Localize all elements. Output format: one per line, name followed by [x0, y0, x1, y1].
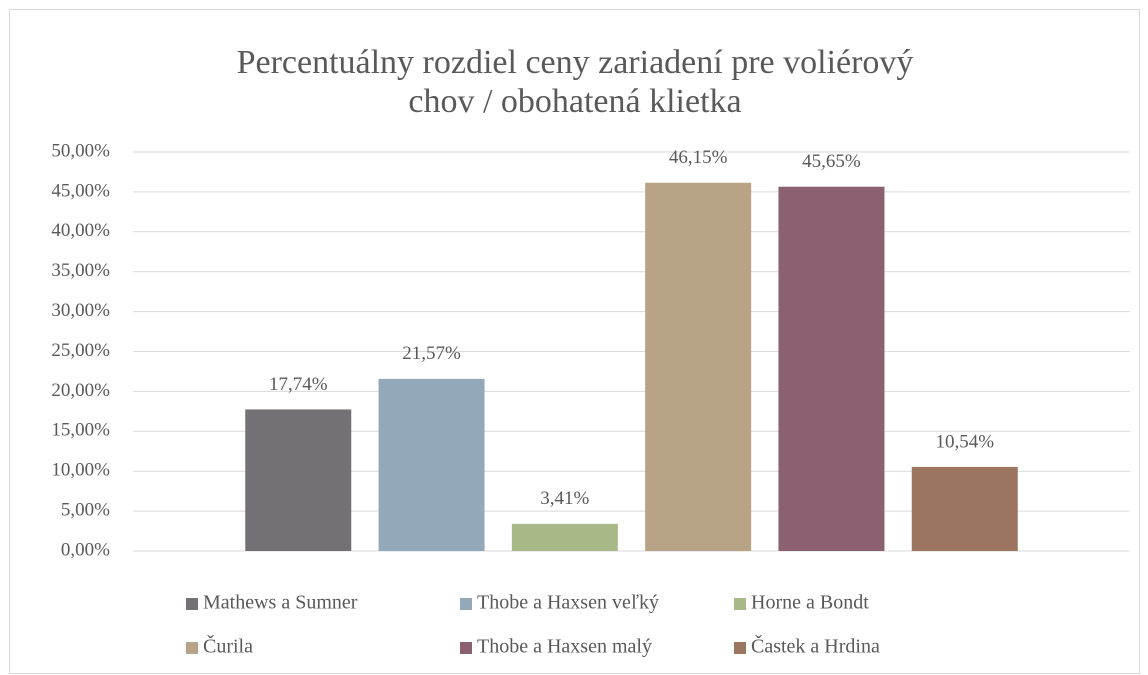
chart-title: chov / obohatená klietka — [408, 83, 741, 120]
legend-swatch — [186, 598, 198, 610]
bar — [911, 466, 1018, 551]
legend-label: Thobe a Haxsen malý — [477, 636, 652, 658]
y-tick-label: 10,00% — [51, 460, 110, 481]
legend-label: Thobe a Haxsen veľký — [477, 592, 659, 614]
value-label: 17,74% — [269, 374, 328, 395]
y-tick-label: 35,00% — [51, 260, 110, 281]
y-tick-label: 50,00% — [51, 140, 110, 161]
y-tick-label: 40,00% — [51, 220, 110, 241]
legend-label: Mathews a Sumner — [203, 592, 358, 614]
legend-label: Horne a Bondt — [751, 592, 869, 614]
legend-swatch — [734, 598, 746, 610]
legend-swatch — [460, 642, 472, 654]
y-tick-label: 20,00% — [51, 380, 110, 401]
y-tick-label: 45,00% — [51, 180, 110, 201]
legend-label: Častek a Hrdina — [751, 634, 880, 658]
legend-swatch — [734, 642, 746, 654]
y-tick-label: 5,00% — [61, 499, 110, 520]
bar — [511, 523, 618, 551]
chart-title: Percentuálny rozdiel ceny zariadení pre … — [237, 44, 914, 81]
y-tick-label: 15,00% — [51, 420, 110, 441]
chart-border — [9, 9, 1140, 674]
value-label: 46,15% — [669, 147, 728, 168]
y-tick-label: 0,00% — [61, 539, 110, 560]
value-label: 10,54% — [935, 431, 994, 452]
value-label: 3,41% — [540, 488, 589, 509]
legend-label: Čurila — [203, 634, 253, 658]
legend-swatch — [460, 598, 472, 610]
y-tick-label: 25,00% — [51, 340, 110, 361]
y-tick-label: 30,00% — [51, 300, 110, 321]
legend-swatch — [186, 642, 198, 654]
bar — [245, 409, 352, 551]
value-label: 21,57% — [402, 343, 461, 364]
bar — [778, 186, 885, 551]
bar — [378, 378, 485, 551]
value-label: 45,65% — [802, 151, 861, 172]
bar — [645, 182, 752, 551]
